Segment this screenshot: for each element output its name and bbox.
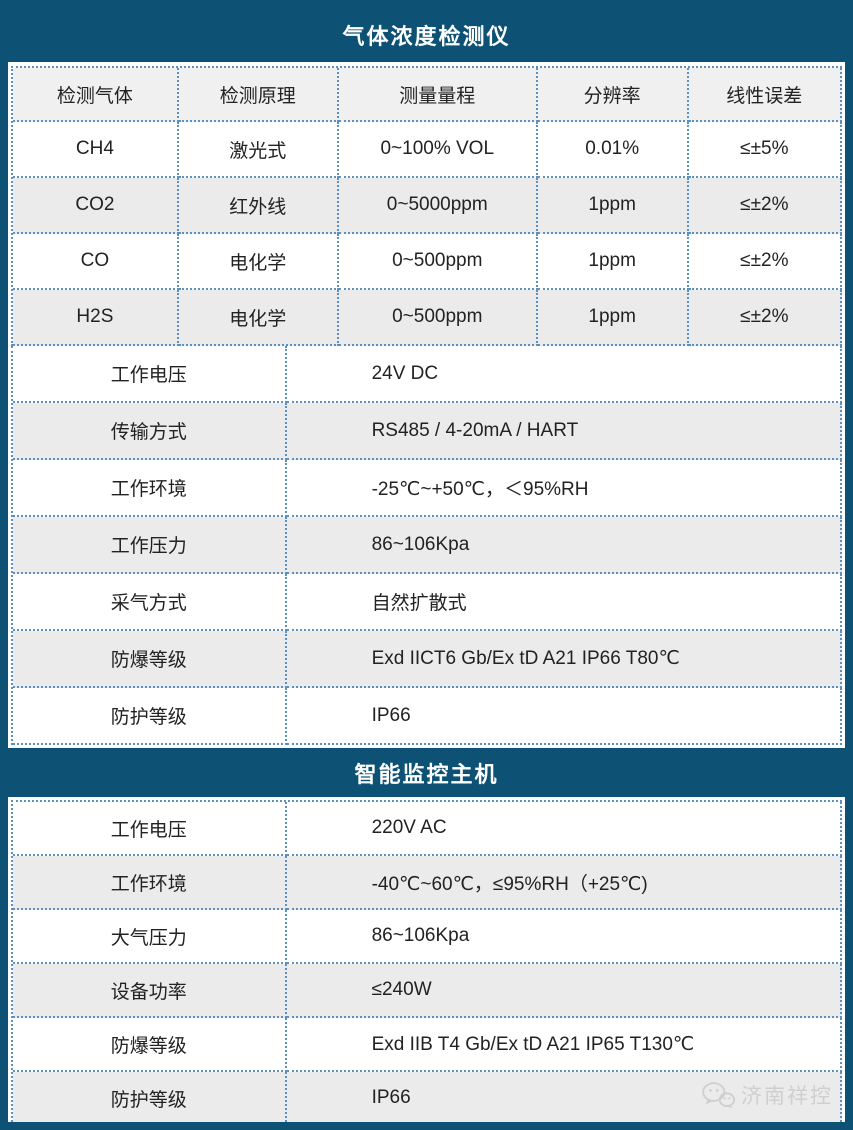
detector-spec-table: 工作电压 24V DC 传输方式 RS485 / 4-20mA / HART 工…: [11, 346, 842, 745]
cell-gas: CH4: [13, 122, 179, 178]
column-header-error: 线性误差: [688, 68, 842, 122]
spec-label: 工作压力: [13, 517, 287, 574]
spec-value: 220V AC: [286, 802, 842, 856]
cell-error: ≤±2%: [688, 178, 842, 234]
cell-range: 0~5000ppm: [338, 178, 538, 234]
spec-row: 传输方式 RS485 / 4-20mA / HART: [13, 403, 842, 460]
divider: [8, 797, 845, 800]
cell-gas: CO2: [13, 178, 179, 234]
cell-principle: 激光式: [178, 122, 339, 178]
section2-title-banner: 智能监控主机: [8, 748, 845, 797]
spec-label: 工作环境: [13, 856, 287, 910]
spec-value: ≤240W: [286, 964, 842, 1018]
section1-title-banner: 气体浓度检测仪: [8, 8, 845, 62]
spec-row: 工作环境 -25℃~+50℃，＜95%RH: [13, 460, 842, 517]
spec-row: 设备功率 ≤240W: [13, 964, 842, 1018]
cell-error: ≤±2%: [688, 290, 842, 346]
spec-row: 工作压力 86~106Kpa: [13, 517, 842, 574]
spec-label: 传输方式: [13, 403, 287, 460]
spec-value: 24V DC: [286, 346, 842, 403]
column-header-gas: 检测气体: [13, 68, 179, 122]
spec-row: 工作电压 220V AC: [13, 802, 842, 856]
cell-range: 0~100% VOL: [338, 122, 538, 178]
cell-resolution: 1ppm: [537, 178, 689, 234]
spec-label: 工作电压: [13, 346, 287, 403]
spec-value: 自然扩散式: [286, 574, 842, 631]
spec-value: RS485 / 4-20mA / HART: [286, 403, 842, 460]
cell-range: 0~500ppm: [338, 290, 538, 346]
spec-label: 工作电压: [13, 802, 287, 856]
spec-label: 大气压力: [13, 910, 287, 964]
cell-principle: 红外线: [178, 178, 339, 234]
spec-label: 设备功率: [13, 964, 287, 1018]
host-spec-table: 工作电压 220V AC 工作环境 -40℃~60℃，≤95%RH（+25℃) …: [11, 800, 842, 1122]
cell-gas: CO: [13, 234, 179, 290]
table-row: CO 电化学 0~500ppm 1ppm ≤±2%: [13, 234, 842, 290]
spec-row: 防护等级 IP66: [13, 688, 842, 745]
spec-value: 86~106Kpa: [286, 910, 842, 964]
cell-gas: H2S: [13, 290, 179, 346]
divider: [8, 62, 845, 66]
cell-resolution: 1ppm: [537, 234, 689, 290]
gas-table-body: CH4 激光式 0~100% VOL 0.01% ≤±5% CO2 红外线 0~…: [13, 122, 842, 346]
cell-range: 0~500ppm: [338, 234, 538, 290]
spec-value: 86~106Kpa: [286, 517, 842, 574]
cell-resolution: 0.01%: [537, 122, 689, 178]
cell-principle: 电化学: [178, 234, 339, 290]
divider: [8, 745, 845, 748]
cell-error: ≤±2%: [688, 234, 842, 290]
cell-resolution: 1ppm: [537, 290, 689, 346]
spec-row: 采气方式 自然扩散式: [13, 574, 842, 631]
gas-table: 检测气体 检测原理 测量量程 分辨率 线性误差 CH4 激光式 0~100% V…: [11, 66, 842, 346]
spec-row: 工作电压 24V DC: [13, 346, 842, 403]
spec-row: 防爆等级 Exd IIB T4 Gb/Ex tD A21 IP65 T130℃: [13, 1018, 842, 1072]
spec-label: 防护等级: [13, 688, 287, 745]
spec-label: 采气方式: [13, 574, 287, 631]
column-header-range: 测量量程: [338, 68, 538, 122]
spec-value: -40℃~60℃，≤95%RH（+25℃): [286, 856, 842, 910]
spec-label: 工作环境: [13, 460, 287, 517]
column-header-resolution: 分辨率: [537, 68, 689, 122]
spec-value: Exd IIB T4 Gb/Ex tD A21 IP65 T130℃: [286, 1018, 842, 1072]
spec-value: IP66: [286, 1072, 842, 1122]
spec-value: IP66: [286, 688, 842, 745]
spec-row: 工作环境 -40℃~60℃，≤95%RH（+25℃): [13, 856, 842, 910]
table-row: H2S 电化学 0~500ppm 1ppm ≤±2%: [13, 290, 842, 346]
gas-table-header-row: 检测气体 检测原理 测量量程 分辨率 线性误差: [13, 68, 842, 122]
table-row: CO2 红外线 0~5000ppm 1ppm ≤±2%: [13, 178, 842, 234]
cell-error: ≤±5%: [688, 122, 842, 178]
spec-label: 防爆等级: [13, 631, 287, 688]
section2-title: 智能监控主机: [354, 761, 499, 787]
column-header-principle: 检测原理: [178, 68, 339, 122]
spec-label: 防护等级: [13, 1072, 287, 1122]
section1-title: 气体浓度检测仪: [342, 24, 511, 49]
spec-value: -25℃~+50℃，＜95%RH: [286, 460, 842, 517]
cell-principle: 电化学: [178, 290, 339, 346]
table-row: CH4 激光式 0~100% VOL 0.01% ≤±5%: [13, 122, 842, 178]
spec-label: 防爆等级: [13, 1018, 287, 1072]
spec-row: 防爆等级 Exd IICT6 Gb/Ex tD A21 IP66 T80℃: [13, 631, 842, 688]
spec-row: 大气压力 86~106Kpa: [13, 910, 842, 964]
spec-value: Exd IICT6 Gb/Ex tD A21 IP66 T80℃: [286, 631, 842, 688]
spec-row: 防护等级 IP66: [13, 1072, 842, 1122]
